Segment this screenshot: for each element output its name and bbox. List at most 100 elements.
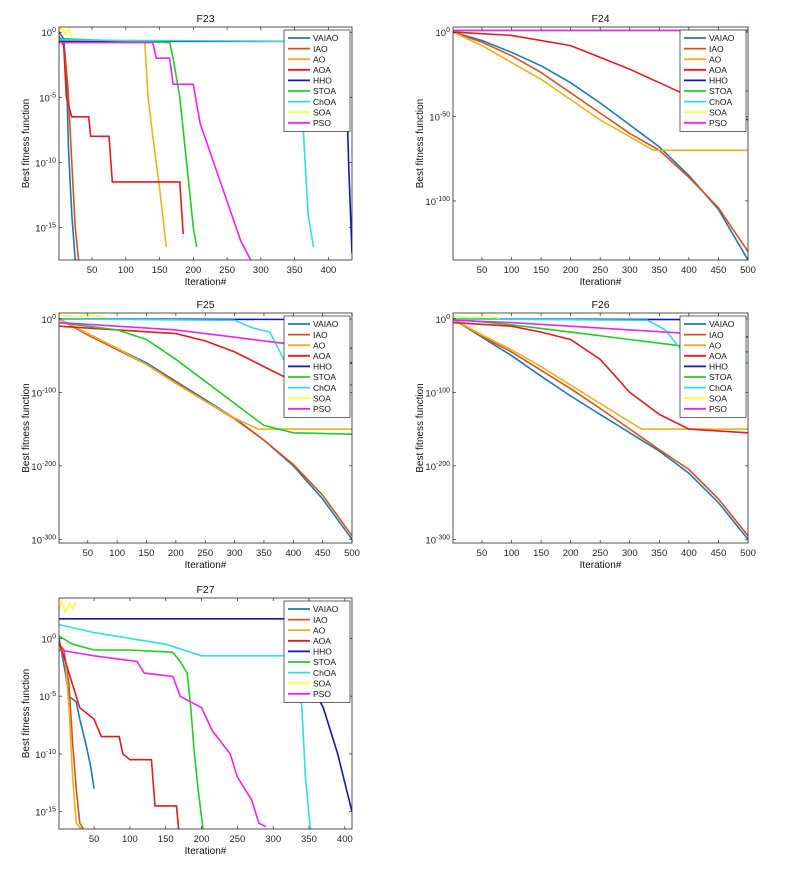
chart-title: F27 xyxy=(196,584,214,596)
legend-label-vaiao: VAIAO xyxy=(313,604,339,614)
series-aoa xyxy=(59,641,180,829)
legend-label-soa: SOA xyxy=(313,107,331,117)
legend-label-ao: AO xyxy=(313,54,326,64)
x-tick-label: 150 xyxy=(533,548,549,559)
legend-label-pso: PSO xyxy=(709,118,727,128)
x-tick-label: 300 xyxy=(622,265,638,276)
y-tick-label: 10-100 xyxy=(425,387,450,399)
series-vaiao xyxy=(453,318,748,540)
x-tick-label: 100 xyxy=(118,265,134,276)
series-iao xyxy=(453,318,748,537)
axes-frame xyxy=(58,597,353,830)
x-tick-label: 500 xyxy=(740,548,756,559)
legend-label-stoa: STOA xyxy=(709,86,732,96)
y-tick-label: 10-5 xyxy=(39,92,56,104)
legend-label-ao: AO xyxy=(313,340,326,350)
legend-label-choa: ChOA xyxy=(313,97,336,107)
chart-title: F26 xyxy=(591,299,609,311)
y-tick-label: 10-100 xyxy=(425,196,450,208)
chart-f26: 50 100 150 200 250 300 350 400 450 500 100 10-100 10… xyxy=(415,299,756,571)
y-tick-label: 100 xyxy=(42,633,57,645)
x-tick-label: 150 xyxy=(533,265,549,276)
x-axis-label: Iteration# xyxy=(185,846,227,857)
x-tick-label: 400 xyxy=(681,265,697,276)
legend-label-stoa: STOA xyxy=(709,372,732,382)
x-axis-label: Iteration# xyxy=(580,560,622,571)
x-tick-label: 300 xyxy=(227,548,243,559)
legend-label-ao: AO xyxy=(709,340,722,350)
x-tick-label: 50 xyxy=(477,548,488,559)
x-tick-label: 200 xyxy=(563,548,579,559)
y-tick-label: 10-300 xyxy=(425,534,450,546)
legend-label-iao: IAO xyxy=(709,44,724,54)
x-axis-label: Iteration# xyxy=(185,277,227,288)
y-tick-label: 10-5 xyxy=(39,691,56,703)
x-tick-label: 250 xyxy=(592,265,608,276)
axes-frame xyxy=(58,26,353,261)
legend-label-hho: HHO xyxy=(313,647,332,657)
y-tick-label: 10-15 xyxy=(35,807,56,819)
x-tick-label: 100 xyxy=(109,548,125,559)
series-soa xyxy=(453,315,500,319)
x-tick-label: 200 xyxy=(194,834,210,845)
x-tick-label: 250 xyxy=(229,834,245,845)
legend-label-aoa: AOA xyxy=(709,351,727,361)
series-soa xyxy=(59,314,106,319)
series-ao xyxy=(59,318,352,430)
legend-label-soa: SOA xyxy=(313,678,331,688)
legend-label-stoa: STOA xyxy=(313,86,336,96)
legend-label-aoa: AOA xyxy=(313,636,331,646)
y-axis-label: Best fitness function xyxy=(415,383,426,473)
y-tick-label: 100 xyxy=(436,27,451,39)
series-pso xyxy=(59,649,267,828)
y-tick-label: 100 xyxy=(436,314,451,326)
series-vaiao xyxy=(59,31,76,260)
x-tick-label: 300 xyxy=(622,548,638,559)
x-tick-label: 200 xyxy=(563,265,579,276)
x-tick-label: 150 xyxy=(152,265,168,276)
legend-label-soa: SOA xyxy=(313,393,331,403)
chart-title: F24 xyxy=(591,13,609,25)
series-stoa xyxy=(59,321,352,435)
legend-label-vaiao: VAIAO xyxy=(313,33,339,43)
legend-label-choa: ChOA xyxy=(709,383,732,393)
legend-label-aoa: AOA xyxy=(313,65,331,75)
series-ao xyxy=(453,31,748,152)
legend-label-hho: HHO xyxy=(709,76,728,86)
legend-label-aoa: AOA xyxy=(709,65,727,75)
y-tick-label: 10-15 xyxy=(35,222,56,234)
y-tick-label: 10-300 xyxy=(31,534,56,546)
legend-label-hho: HHO xyxy=(313,362,332,372)
x-tick-label: 200 xyxy=(185,265,201,276)
y-tick-label: 10-200 xyxy=(425,461,450,473)
chart-f23: 50 100 150 200 250 300 350 400 100 10-5 10-10 10-15… xyxy=(21,13,353,288)
x-axis-label: Iteration# xyxy=(185,560,227,571)
series-choa xyxy=(59,623,312,829)
legend-label-stoa: STOA xyxy=(313,372,336,382)
x-tick-label: 250 xyxy=(592,548,608,559)
x-tick-label: 500 xyxy=(740,265,756,276)
y-tick-label: 10-50 xyxy=(429,111,450,123)
y-tick-label: 100 xyxy=(42,314,57,326)
y-axis-label: Best fitness function xyxy=(21,99,32,189)
series-aoa xyxy=(59,36,184,235)
series-stoa xyxy=(59,635,204,829)
legend-label-hho: HHO xyxy=(313,76,332,86)
x-tick-label: 400 xyxy=(285,548,301,559)
x-tick-label: 350 xyxy=(651,548,667,559)
x-tick-label: 350 xyxy=(256,548,272,559)
legend-label-vaiao: VAIAO xyxy=(709,33,735,43)
y-axis-label: Best fitness function xyxy=(21,383,32,473)
legend-label-vaiao: VAIAO xyxy=(313,319,339,329)
y-tick-label: 10-200 xyxy=(31,461,56,473)
legend-label-stoa: STOA xyxy=(313,657,336,667)
chart-f24: 50 100 150 200 250 300 350 400 450 500 100 10-50 10-… xyxy=(415,13,756,288)
y-tick-label: 10-10 xyxy=(35,157,56,169)
legend-label-iao: IAO xyxy=(313,615,328,625)
x-tick-label: 450 xyxy=(711,548,727,559)
